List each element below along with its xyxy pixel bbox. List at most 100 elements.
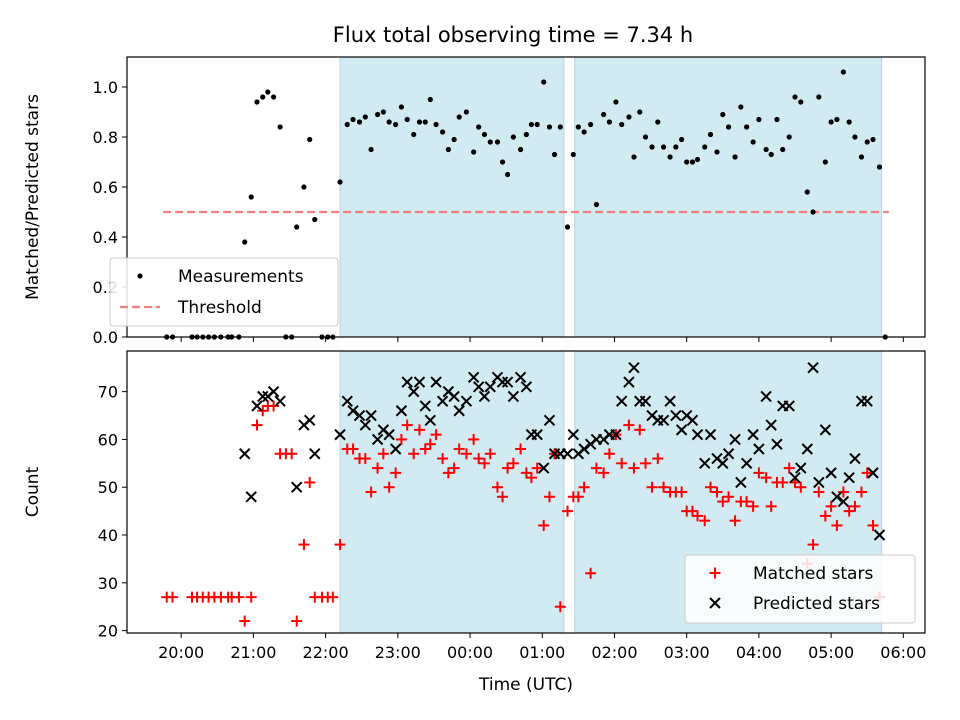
measurement-point [792, 94, 798, 100]
predicted-point [861, 395, 873, 407]
measurement-point [356, 119, 363, 125]
predicted-point [496, 376, 509, 388]
predicted-point [670, 409, 682, 422]
predicted-point [795, 462, 807, 474]
predicted-point [347, 405, 359, 417]
x-axis-label: Time (UTC) [478, 675, 573, 695]
measurement-point [816, 94, 822, 100]
predicted-point [801, 443, 813, 455]
predicted-point [867, 467, 879, 479]
measurement-point [714, 149, 720, 155]
measurement-point [481, 131, 488, 138]
predicted-point [531, 428, 543, 441]
predicted-point [747, 428, 759, 441]
bottom-panel: 20 30 40 50 60 70 20:00 21:00 22:00 23:00 00:00 01… [23, 350, 926, 695]
x-tick-label: 00:00 [447, 643, 493, 662]
predicted-point [837, 495, 850, 508]
predicted-point [407, 385, 420, 398]
predicted-point [783, 400, 795, 412]
x-tick-label: 20:00 [158, 643, 204, 662]
measurement-point [404, 116, 410, 123]
measurement-point [732, 154, 738, 160]
predicted-point [657, 414, 670, 427]
x-tick-label: 22:00 [303, 643, 349, 662]
measurement-point [416, 119, 423, 125]
measurement-point [667, 154, 673, 160]
predicted-point [291, 481, 303, 493]
measurement-point [487, 139, 493, 145]
measurement-point [846, 119, 852, 125]
measurement-point [386, 119, 392, 125]
predicted-point [753, 443, 765, 455]
predicted-point [304, 414, 316, 427]
predicted-point [699, 457, 711, 470]
predicted-point [267, 385, 280, 398]
measurement-point [439, 129, 446, 135]
predicted-point [245, 491, 257, 503]
legend-predicted-marker [709, 597, 721, 609]
chart-title: Flux total observing time = 7.34 h [333, 23, 693, 47]
measurement-point [756, 116, 762, 123]
legend-matched-marker [709, 567, 721, 579]
predicted-point [771, 438, 783, 450]
bottom-x-ticks: 20:00 21:00 22:00 23:00 00:00 01:00 02:00 03:00… [158, 633, 926, 662]
y-tick-label: 0.6 [93, 178, 118, 197]
measurement-point [786, 134, 792, 140]
x-tick-label: 23:00 [375, 643, 421, 662]
measurement-point [613, 99, 619, 105]
measurement-point [301, 184, 307, 190]
measurement-point [422, 119, 428, 125]
predicted-point [239, 448, 251, 460]
measurement-point [673, 144, 679, 150]
predicted-point [691, 428, 704, 441]
predicted-point [628, 362, 640, 374]
measurement-point [534, 121, 540, 128]
measurement-point [725, 124, 732, 130]
observing-windows [339, 56, 883, 338]
predicted-point [507, 390, 520, 403]
measurement-point [626, 114, 632, 120]
predicted-point [675, 424, 688, 436]
measurement-point [528, 121, 535, 128]
measurement-point [456, 114, 462, 120]
predicted-point [478, 390, 491, 403]
y-tick-label: 0.4 [93, 228, 118, 247]
predicted-point [623, 376, 635, 388]
measurement-point [763, 146, 769, 153]
predicted-point [453, 405, 465, 417]
measurement-point [631, 154, 637, 160]
measurement-point [858, 154, 865, 160]
measurement-point [546, 124, 553, 130]
predicted-point [430, 376, 442, 388]
measurement-point [619, 121, 625, 128]
predicted-point [704, 428, 717, 441]
observing-window-1 [574, 56, 883, 338]
predicted-point [849, 452, 861, 465]
measurement-point [451, 136, 457, 143]
x-tick-label: 01:00 [519, 643, 565, 662]
predicted-point [615, 395, 628, 407]
y-tick-label: 20 [98, 622, 118, 641]
bottom-legend-box [684, 554, 916, 624]
measurement-point [570, 151, 576, 158]
predicted-point [460, 395, 473, 407]
measurement-point [774, 116, 780, 123]
x-tick-label: 03:00 [664, 643, 710, 662]
measurement-point [822, 159, 828, 165]
predicted-point [309, 448, 321, 460]
measurement-point [557, 124, 563, 130]
measurement-point [494, 139, 501, 145]
measurement-point [689, 159, 696, 165]
y-tick-label: 70 [98, 383, 118, 402]
predicted-point [383, 428, 395, 441]
measurement-point [510, 134, 516, 140]
predicted-point [274, 395, 286, 407]
predicted-point [359, 419, 372, 431]
measurement-point [593, 201, 600, 208]
measurement-point [517, 146, 524, 153]
measurement-point [694, 156, 701, 163]
measurement-point [870, 136, 876, 143]
measurement-point [307, 136, 313, 143]
legend-measurements-marker [137, 273, 143, 279]
predicted-point [514, 371, 527, 383]
